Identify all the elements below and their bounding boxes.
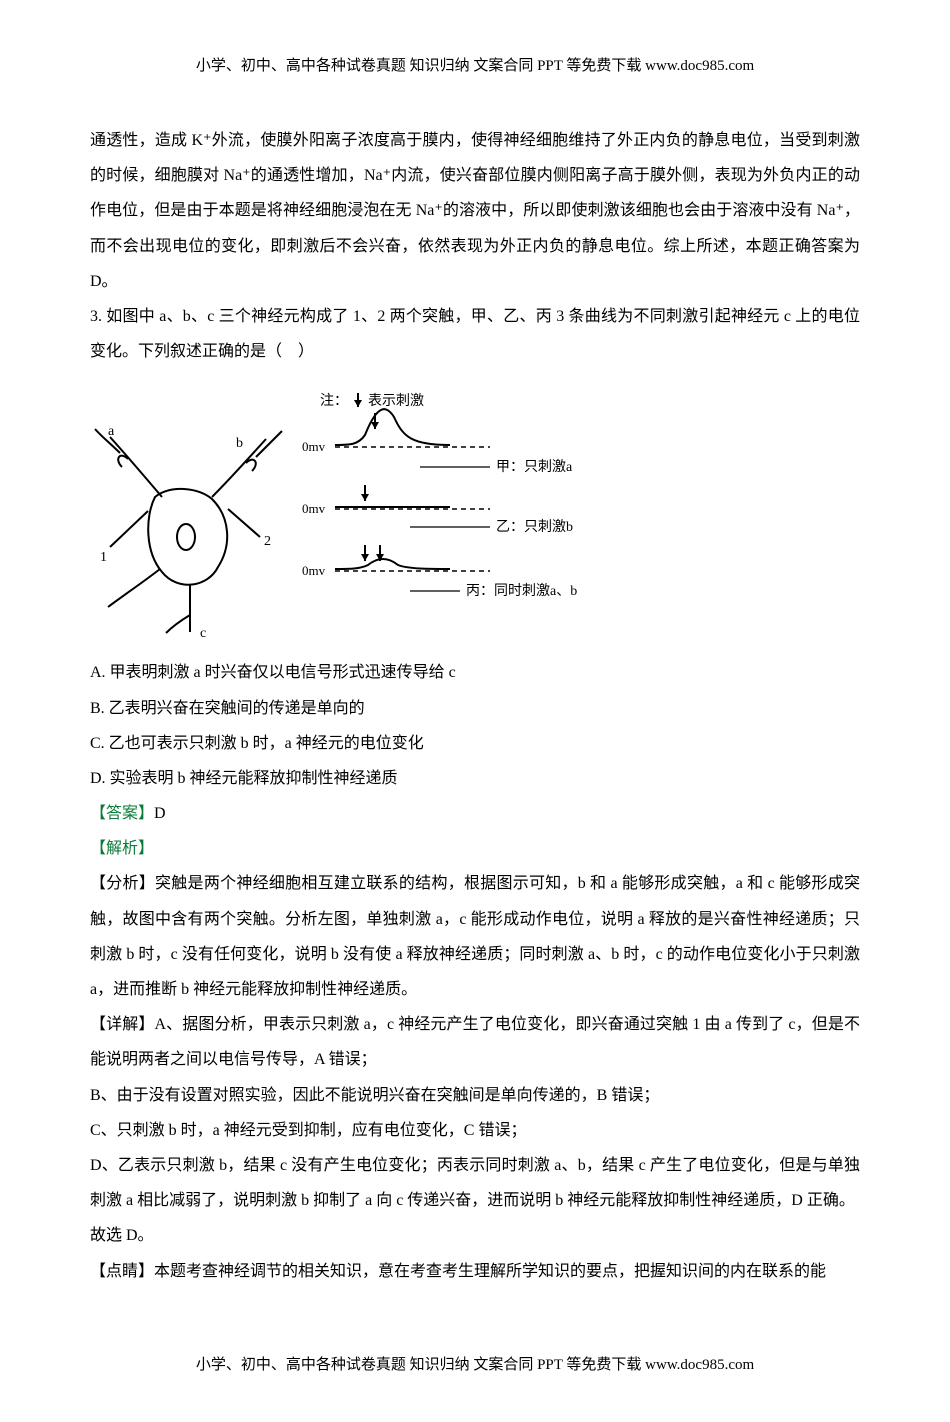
svg-text:b: b xyxy=(236,436,243,451)
dianjing: 【点睛】本题考查神经调节的相关知识，意在考查考生理解所学知识的要点，把握知识间的… xyxy=(90,1254,860,1289)
option-b: B. 乙表明兴奋在突触间的传递是单向的 xyxy=(90,691,860,726)
option-d: D. 实验表明 b 神经元能释放抑制性神经递质 xyxy=(90,761,860,796)
page-header: 小学、初中、高中各种试卷真题 知识归纳 文案合同 PPT 等免费下载 www.d… xyxy=(90,50,860,83)
detail-a: 【详解】A、据图分析，甲表示只刺激 a，c 神经元产生了电位变化，即兴奋通过突触… xyxy=(90,1007,860,1077)
answer-line: 【答案】D xyxy=(90,796,860,831)
question-stem: 3. 如图中 a、b、c 三个神经元构成了 1、2 两个突触，甲、乙、丙 3 条… xyxy=(90,299,860,369)
svg-text:丙：同时刺激a、b: 丙：同时刺激a、b xyxy=(466,582,577,599)
figure-neuron-synapse: 注： 表示刺激 xyxy=(90,387,860,643)
option-c: C. 乙也可表示只刺激 b 时，a 神经元的电位变化 xyxy=(90,726,860,761)
analysis: 【分析】突触是两个神经细胞相互建立联系的结构，根据图示可知，b 和 a 能够形成… xyxy=(90,866,860,1007)
svg-text:2: 2 xyxy=(264,534,271,549)
answer-label: 【答案】 xyxy=(90,805,154,822)
option-a: A. 甲表明刺激 a 时兴奋仅以电信号形式迅速传导给 c xyxy=(90,655,860,690)
conclusion: 故选 D。 xyxy=(90,1218,860,1253)
svg-text:1: 1 xyxy=(100,550,107,565)
svg-text:0mv: 0mv xyxy=(302,563,326,578)
document-content: 通透性，造成 K⁺外流，使膜外阳离子浓度高于膜内，使得神经细胞维持了外正内负的静… xyxy=(90,123,860,1289)
svg-text:a: a xyxy=(108,424,115,439)
svg-text:0mv: 0mv xyxy=(302,439,326,454)
svg-text:c: c xyxy=(200,626,206,641)
paragraph: 通透性，造成 K⁺外流，使膜外阳离子浓度高于膜内，使得神经细胞维持了外正内负的静… xyxy=(90,123,860,299)
svg-text:乙：只刺激b: 乙：只刺激b xyxy=(496,518,573,535)
svg-text:0mv: 0mv xyxy=(302,501,326,516)
detail-b: B、由于没有设置对照实验，因此不能说明兴奋在突触间是单向传递的，B 错误； xyxy=(90,1078,860,1113)
svg-text:甲：只刺激a: 甲：只刺激a xyxy=(496,458,573,475)
detail-c: C、只刺激 b 时，a 神经元受到抑制，应有电位变化，C 错误； xyxy=(90,1113,860,1148)
answer-value: D xyxy=(154,805,166,822)
detail-d: D、乙表示只刺激 b，结果 c 没有产生电位变化；丙表示同时刺激 a、b，结果 … xyxy=(90,1148,860,1218)
svg-text:表示刺激: 表示刺激 xyxy=(368,392,424,409)
svg-text:注：: 注： xyxy=(320,393,348,409)
figure-svg: 注： 表示刺激 xyxy=(90,387,590,643)
explanation-label: 【解析】 xyxy=(90,831,860,866)
page-footer: 小学、初中、高中各种试卷真题 知识归纳 文案合同 PPT 等免费下载 www.d… xyxy=(90,1349,860,1382)
